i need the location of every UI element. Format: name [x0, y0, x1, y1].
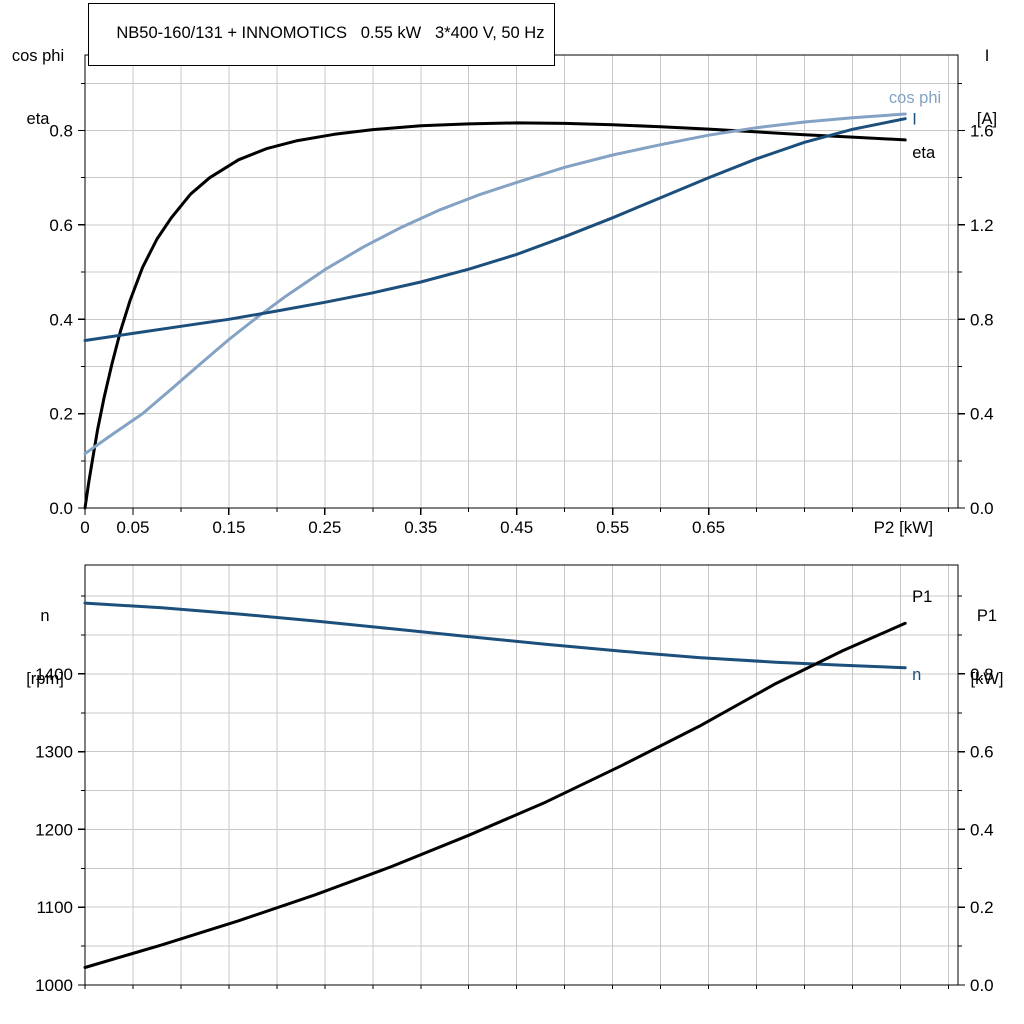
chart-title-box: NB50-160/131 + INNOMOTICS 0.55 kW 3*400 … — [88, 3, 556, 66]
axis-title-line: [kW] — [970, 670, 1004, 688]
top-chart-right-axis-title: I [A] — [951, 4, 1023, 172]
axis-title-line: eta — [26, 110, 50, 128]
speed-curve-label: n — [912, 666, 921, 684]
right-tick-label: 1.2 — [970, 216, 994, 235]
right-tick-label: 0.8 — [970, 310, 994, 329]
x-tick-label: 0.35 — [404, 518, 437, 537]
right-tick-label: 0.0 — [970, 976, 994, 995]
left-tick-label: 0.2 — [49, 405, 73, 424]
top-chart-left-axis-title: cos phi eta — [0, 4, 76, 172]
axis-title-line: I — [984, 47, 990, 65]
speed-curve — [83, 601, 907, 670]
x-tick-label: 0.25 — [308, 518, 341, 537]
left-tick-label: 1400 — [35, 665, 73, 684]
right-tick-label: 0.2 — [970, 898, 994, 917]
chart-title-text: NB50-160/131 + INNOMOTICS 0.55 kW 3*400 … — [116, 24, 545, 42]
right-tick-label: 0.6 — [970, 743, 994, 762]
right-tick-label: 0.8 — [970, 665, 994, 684]
current-curve-label: I — [912, 111, 917, 129]
lower-performance-chart: 1000 1100 1200 1300 1400 0.0 0.2 0.4 0.6 0.8 n P1 — [35, 564, 994, 995]
x-tick-label: 0.05 — [116, 518, 149, 537]
eta-curve-label: eta — [912, 144, 936, 162]
p1-curve — [83, 621, 907, 969]
axis-title-line: P1 — [976, 607, 998, 625]
left-tick-label: 1100 — [36, 898, 73, 917]
right-tick-label: 0.0 — [970, 499, 994, 518]
plot-frame — [84, 564, 959, 986]
axis-title-line: cos phi — [11, 47, 65, 65]
current-curve — [83, 117, 907, 342]
x-tick-label: 0.65 — [692, 518, 725, 537]
x-tick-label: 0.45 — [500, 518, 533, 537]
x-tick-label: 0 — [80, 518, 89, 537]
axis-title-line: n — [40, 607, 50, 625]
x-tick-label: 0.15 — [212, 518, 245, 537]
axis-title-line: [A] — [976, 110, 998, 128]
left-tick-label: 0.6 — [49, 216, 73, 235]
left-tick-label: 0.8 — [49, 122, 73, 141]
left-tick-label: 1200 — [35, 820, 73, 839]
right-tick-label: 1.6 — [970, 122, 994, 141]
bottom-chart-left-axis-title: n [rpm] — [9, 564, 81, 732]
right-tick-label: 0.4 — [970, 820, 994, 839]
left-tick-label: 0.0 — [49, 499, 73, 518]
cos-phi-curve — [83, 112, 907, 456]
bottom-chart-right-axis-title: P1 [kW] — [951, 564, 1023, 732]
left-tick-label: 1300 — [35, 743, 73, 762]
p1-curve-label: P1 — [912, 588, 932, 606]
cos-phi-curve-label: cos phi — [889, 89, 941, 107]
x-tick-label: 0.55 — [596, 518, 629, 537]
eta-curve — [83, 121, 907, 510]
left-tick-label: 0.4 — [49, 310, 73, 329]
left-tick-label: 1000 — [35, 976, 73, 995]
axis-title-line: [rpm] — [26, 670, 64, 688]
upper-performance-chart: 0 0.05 0.15 0.25 0.35 0.45 0.55 0.65 P2 [kW] 0.0 0… — [49, 54, 994, 537]
x-axis-unit-label: P2 [kW] — [874, 518, 934, 537]
right-tick-label: 0.4 — [970, 405, 994, 424]
